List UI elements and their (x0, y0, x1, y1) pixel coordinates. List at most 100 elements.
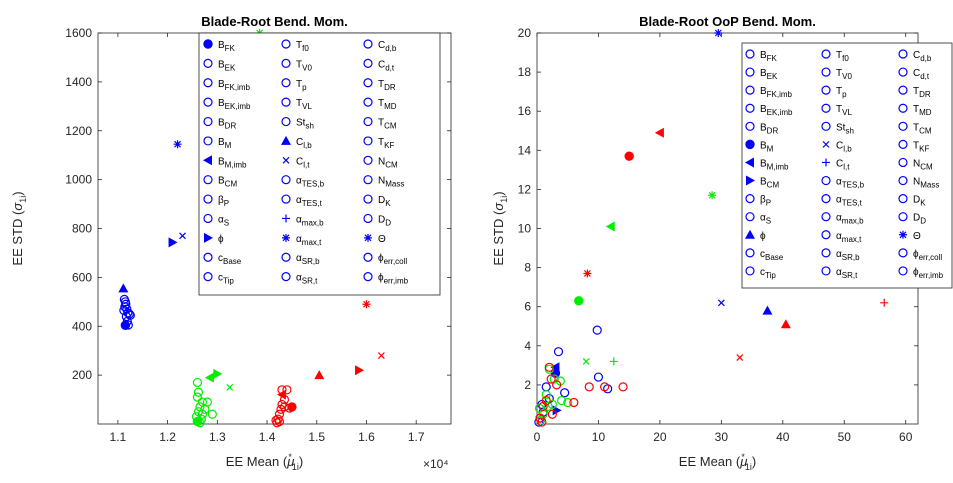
legend-marker (745, 67, 755, 77)
data-point (207, 409, 217, 419)
chart-1: Blade-Root Bend. Mom. 1.1 1.2 1.3 1.4 1.5 1.6 1… (10, 14, 452, 472)
legend-label: ϕerr,coll (378, 253, 407, 266)
data-point (195, 418, 205, 428)
legend-marker (745, 212, 755, 222)
data-point (362, 300, 371, 309)
x-tick-label: 50 (838, 430, 852, 444)
data-point (543, 401, 553, 412)
legend-marker (203, 58, 213, 68)
legend: BFKBEKBFK,imbBEK,imbBDRBMBM,imbBCMβPαSϕc… (741, 42, 953, 289)
y-tick-label: 16 (518, 104, 532, 118)
legend-marker (745, 103, 755, 113)
legend-marker (821, 230, 831, 240)
y-tick-label: 200 (72, 368, 92, 382)
legend-label: βP (218, 195, 229, 208)
legend-marker (898, 175, 908, 186)
data-point (192, 377, 203, 388)
legend-label: BM (218, 137, 232, 150)
x-tick-label: 60 (899, 430, 913, 444)
data-point (717, 299, 725, 307)
legend-label: BCM (218, 176, 237, 189)
y-tick-label: 1400 (65, 75, 92, 89)
data-point (547, 409, 557, 419)
x-axis-label: EE Mean (μ*1i) (679, 452, 756, 472)
legend-marker (899, 230, 907, 239)
data-point (538, 401, 548, 412)
legend-label: αSR,t (836, 267, 858, 280)
data-point (599, 382, 610, 392)
legend-label: ϕerr,coll (913, 249, 942, 262)
x-tick-label: 1.5 (308, 430, 325, 444)
legend-marker (203, 97, 213, 107)
legend-marker (821, 175, 831, 186)
legend-label: Cd,b (378, 40, 397, 53)
data-point (593, 372, 604, 382)
data-point (549, 374, 559, 384)
legend-label: BM,imb (760, 158, 789, 171)
y-tick-label: 8 (524, 261, 531, 275)
legend-marker (821, 49, 831, 59)
data-point (550, 362, 560, 373)
legend-label: αS (218, 214, 229, 227)
legend-marker (821, 85, 831, 95)
y-tick-label: 400 (72, 319, 92, 333)
y-tick-label: 12 (518, 182, 532, 196)
legend-marker (203, 272, 213, 282)
y-tick-label: 14 (518, 143, 532, 157)
y-axis-label: EE STD (σ1i) (491, 191, 509, 265)
data-point (193, 387, 204, 397)
legend-marker (745, 49, 755, 59)
data-point (355, 365, 365, 376)
legend-marker (203, 155, 212, 166)
legend-marker (821, 67, 831, 77)
legend-label: Cl,b (296, 137, 312, 150)
legend-marker (203, 194, 213, 204)
data-point (563, 397, 573, 408)
y-tick-label: 2 (524, 378, 531, 392)
legend-marker (363, 136, 373, 146)
data-point (654, 127, 664, 138)
chart-title: Blade-Root Bend. Mom. (201, 14, 348, 29)
legend-label: αSR,b (296, 253, 320, 266)
data-point (377, 352, 385, 359)
legend-label: Cl,t (296, 156, 310, 169)
legend-label: Tf0 (296, 40, 309, 53)
legend-label: NMass (913, 177, 939, 190)
data-point (541, 390, 551, 400)
data-point (534, 417, 544, 427)
legend-label: NCM (378, 156, 398, 169)
y-tick-label: 1600 (65, 26, 92, 40)
legend-marker (281, 135, 291, 145)
legend-label: Stsh (296, 118, 314, 131)
legend-marker (822, 140, 830, 148)
legend-marker (745, 248, 755, 258)
data-point (192, 392, 203, 402)
data-point (273, 414, 283, 424)
legend-marker (363, 116, 373, 127)
legend-label: BEK,imb (218, 98, 251, 111)
data-point (118, 283, 129, 293)
data-point (168, 237, 178, 248)
legend-label: cBase (218, 253, 242, 266)
data-point (121, 299, 131, 309)
y-tick-label: 10 (518, 222, 532, 236)
legend-label: Cl,t (836, 158, 850, 171)
legend-marker (363, 155, 373, 165)
legend-marker (363, 252, 373, 262)
x-multiplier-label: ×10⁴ (423, 457, 449, 471)
legend-marker (821, 103, 831, 113)
legend-label: BM (760, 140, 774, 153)
x-tick-label: 0 (534, 430, 541, 444)
legend-label: DD (378, 214, 391, 227)
legend-marker (745, 157, 754, 168)
legend-marker (745, 266, 755, 276)
data-point (125, 310, 135, 320)
legend-marker (282, 233, 290, 242)
legend-marker (821, 194, 831, 204)
y-tick-label: 4 (524, 339, 531, 353)
legend-label: αTES,b (836, 177, 865, 190)
legend-marker (821, 121, 831, 131)
legend-label: ϕ (760, 231, 766, 242)
x-tick-label: 1.1 (110, 430, 127, 444)
legend-label: BDR (218, 118, 236, 131)
